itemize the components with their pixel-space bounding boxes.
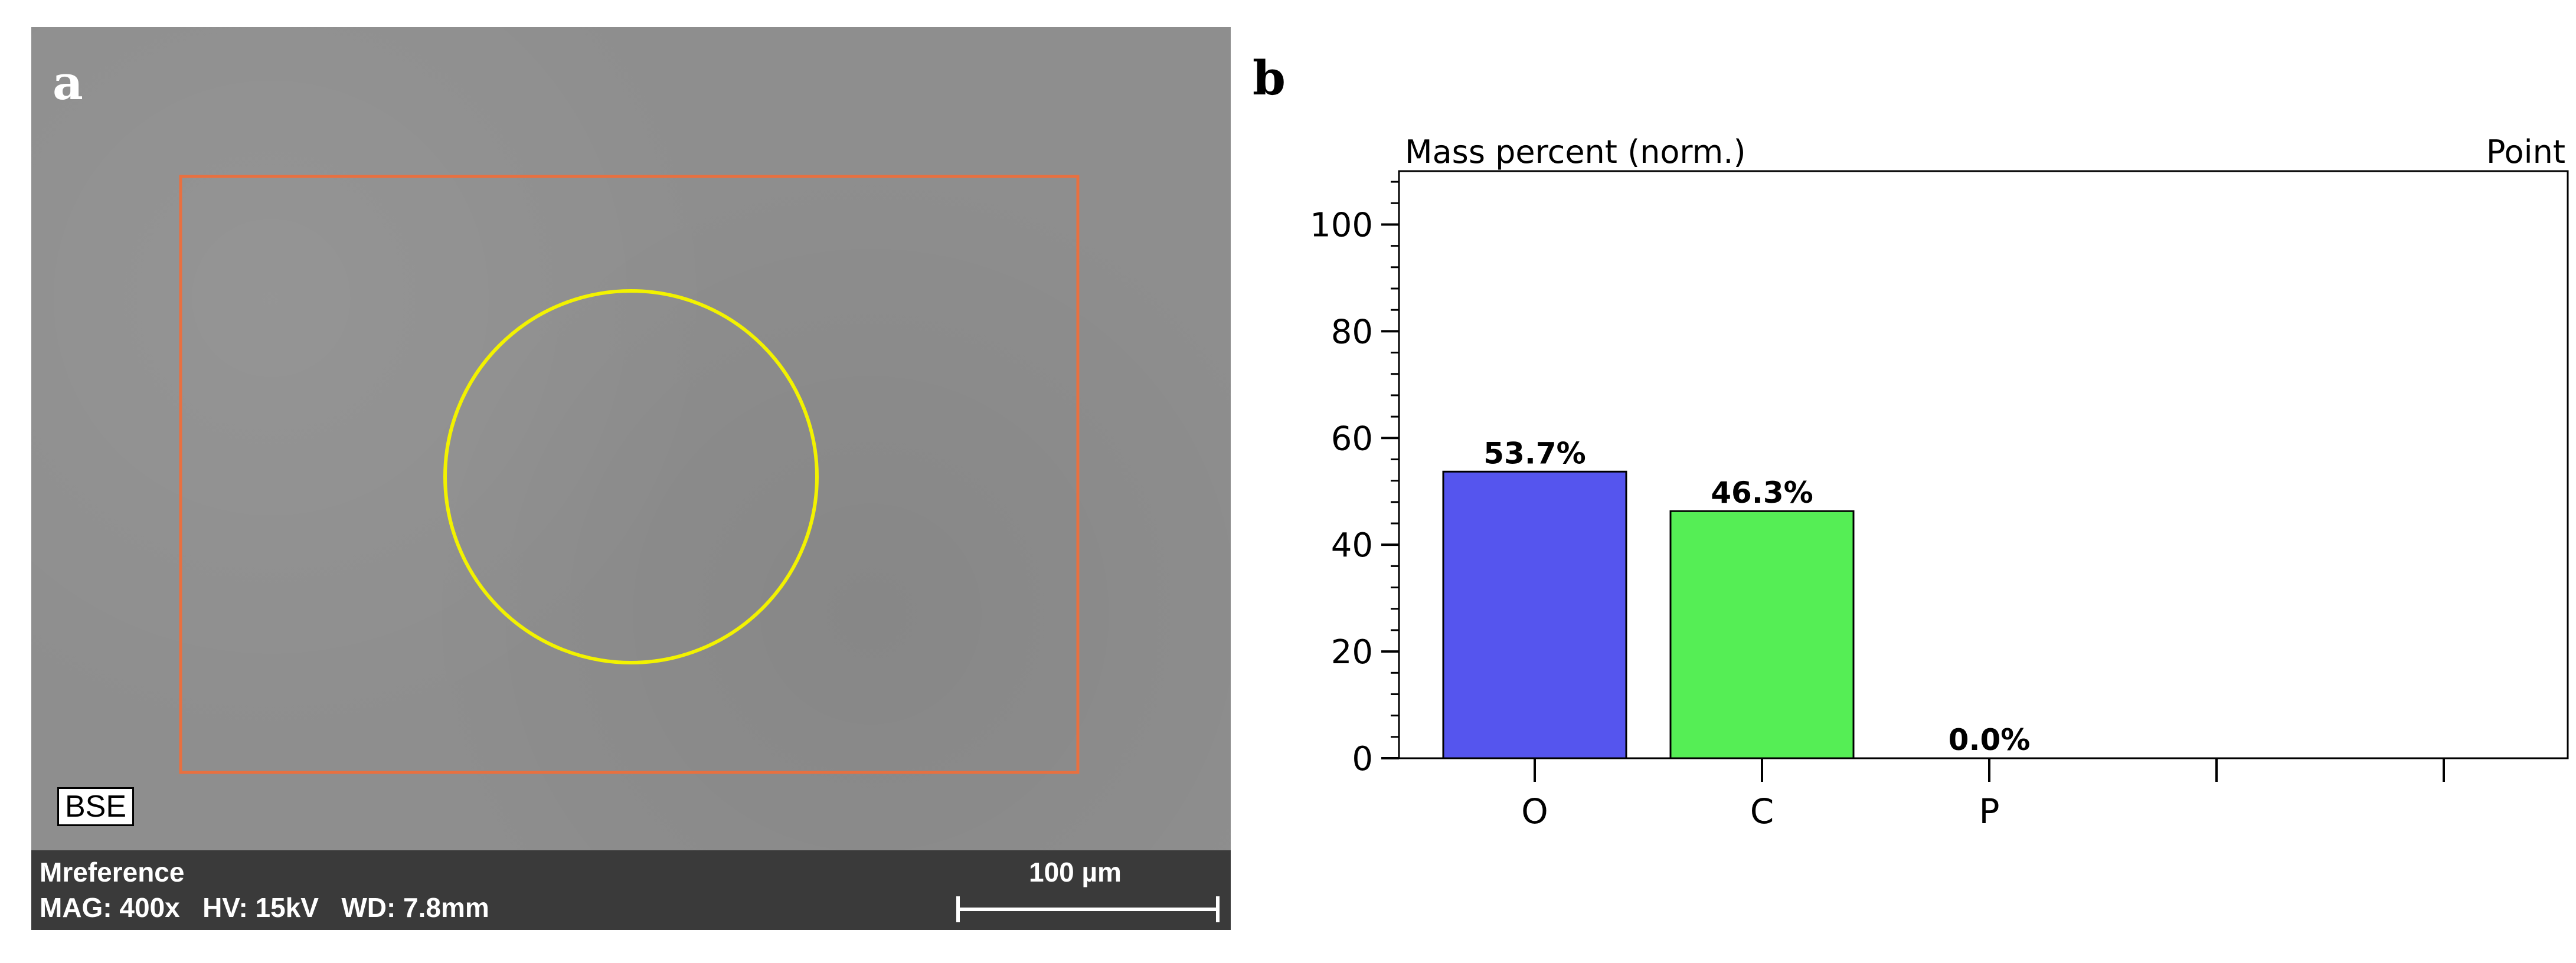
sem-info-bar: Mreference MAG: 400x HV: 15kV WD: 7.8mm … xyxy=(31,850,1231,930)
sem-image-panel: a BSE Mreference MAG: 400x HV: 15kV WD: … xyxy=(31,27,1231,930)
chart-corner-label: Point xyxy=(2486,133,2565,171)
scale-bar xyxy=(956,896,1220,922)
bar-O xyxy=(1442,470,1627,759)
y-tick-label: 100 xyxy=(1310,206,1373,244)
panel-label-b: b xyxy=(1253,50,1286,106)
data-label-P: 0.0% xyxy=(1949,723,2031,757)
acquisition-params: MAG: 400x HV: 15kV WD: 7.8mm xyxy=(40,892,489,923)
chart-title: Mass percent (norm.) xyxy=(1405,133,1746,171)
sem-overlay xyxy=(179,175,1080,774)
y-tick-label: 0 xyxy=(1352,740,1373,778)
scale-bar-label: 100 µm xyxy=(1029,857,1122,887)
mass-percent-chart: Mass percent (norm.) Point 0 20 40 60 80 100 O 53… xyxy=(1310,133,2569,831)
x-tick-label: C xyxy=(1750,791,1774,831)
detector-badge: BSE xyxy=(57,787,135,826)
chart-root: Mass percent (norm.) Point 0 20 40 60 80 100 O 53… xyxy=(1310,133,2569,831)
roi-circle xyxy=(443,289,819,664)
bar-C xyxy=(1669,510,1855,759)
x-tick-label: P xyxy=(1979,791,2000,831)
y-tick-label: 60 xyxy=(1331,420,1373,458)
plot-area-frame xyxy=(1398,170,2569,759)
y-tick-label: 20 xyxy=(1331,633,1373,672)
sample-name: Mreference xyxy=(40,857,185,887)
roi-rectangle xyxy=(179,175,1080,774)
x-tick-label: O xyxy=(1521,791,1548,831)
data-label-C: 46.3% xyxy=(1711,476,1813,510)
y-tick-label: 40 xyxy=(1331,526,1373,565)
y-tick-label: 80 xyxy=(1331,313,1373,351)
panel-label-a: a xyxy=(53,55,83,110)
data-label-O: 53.7% xyxy=(1483,436,1586,470)
